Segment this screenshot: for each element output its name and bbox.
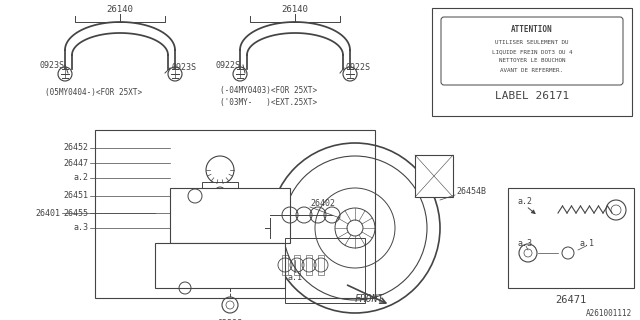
Bar [318,255,324,275]
Text: 26451: 26451 [63,191,88,201]
Text: 26402: 26402 [310,199,335,209]
Text: NETTOYER LE BOUCHON: NETTOYER LE BOUCHON [499,59,565,63]
Text: a.1: a.1 [580,238,595,247]
Bar [306,255,312,275]
Bar [415,155,453,197]
Bar [282,255,288,275]
Text: a.3: a.3 [518,238,533,247]
FancyBboxPatch shape [441,17,623,85]
Text: (-04MY0403)<FOR 25XT>: (-04MY0403)<FOR 25XT> [220,85,317,94]
Text: ATTENTION: ATTENTION [511,26,553,35]
Text: a.2: a.2 [518,197,533,206]
Text: 26140: 26140 [107,5,133,14]
Bar [294,255,300,275]
Text: 26455: 26455 [63,209,88,218]
Text: 26401: 26401 [35,209,60,218]
Text: 0923S: 0923S [172,63,197,73]
Text: 26452: 26452 [63,143,88,153]
Text: a.2: a.2 [73,173,88,182]
Text: UTILISER SEULEMENT DU: UTILISER SEULEMENT DU [495,41,569,45]
Bar [155,243,285,288]
Bar [285,238,365,303]
Text: LABEL 26171: LABEL 26171 [495,91,569,101]
Text: 26454B: 26454B [456,188,486,196]
Text: a.3: a.3 [73,223,88,233]
Text: 26471: 26471 [556,295,587,305]
Text: LIQUIDE FREIN DOT3 OU 4: LIQUIDE FREIN DOT3 OU 4 [492,50,572,54]
Bar [432,8,632,116]
Text: 0239S: 0239S [218,318,243,320]
Text: 0923S: 0923S [40,60,65,69]
Text: 26140: 26140 [282,5,308,14]
Bar [508,188,634,288]
Text: (05MY0404-)<FOR 25XT>: (05MY0404-)<FOR 25XT> [45,87,142,97]
Text: 26447: 26447 [63,158,88,167]
Bar [202,182,238,196]
Text: FRONT: FRONT [355,294,385,304]
Text: ('03MY-   )<EXT.25XT>: ('03MY- )<EXT.25XT> [220,98,317,107]
Text: A261001112: A261001112 [586,309,632,318]
Text: a.1: a.1 [287,274,303,283]
Text: AVANT DE REFERMER.: AVANT DE REFERMER. [500,68,563,73]
Bar [170,188,290,243]
Text: 0922S: 0922S [345,63,370,73]
Bar [95,130,375,298]
Text: 0922S: 0922S [215,60,240,69]
